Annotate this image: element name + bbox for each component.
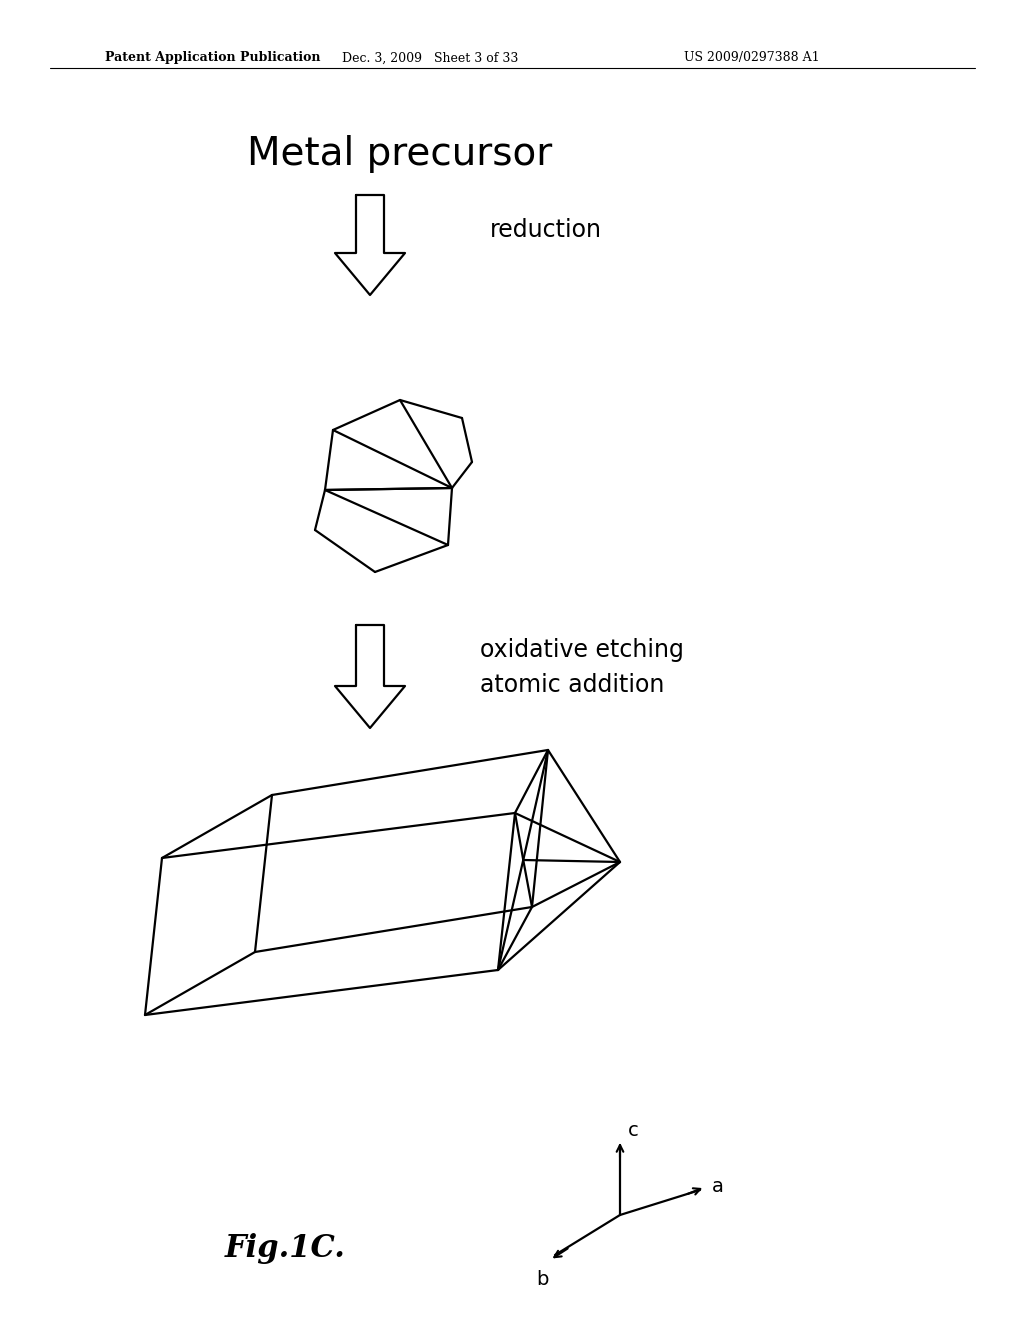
Text: Dec. 3, 2009   Sheet 3 of 33: Dec. 3, 2009 Sheet 3 of 33 [342,51,518,65]
Text: US 2009/0297388 A1: US 2009/0297388 A1 [684,51,820,65]
Text: a: a [712,1177,724,1196]
Text: Fig.1C.: Fig.1C. [224,1233,345,1263]
Text: Patent Application Publication: Patent Application Publication [105,51,321,65]
Text: atomic addition: atomic addition [480,673,665,697]
Text: Metal precursor: Metal precursor [248,135,553,173]
Text: c: c [628,1121,639,1139]
Text: reduction: reduction [490,218,602,242]
Text: oxidative etching: oxidative etching [480,638,684,663]
Text: b: b [536,1270,548,1290]
